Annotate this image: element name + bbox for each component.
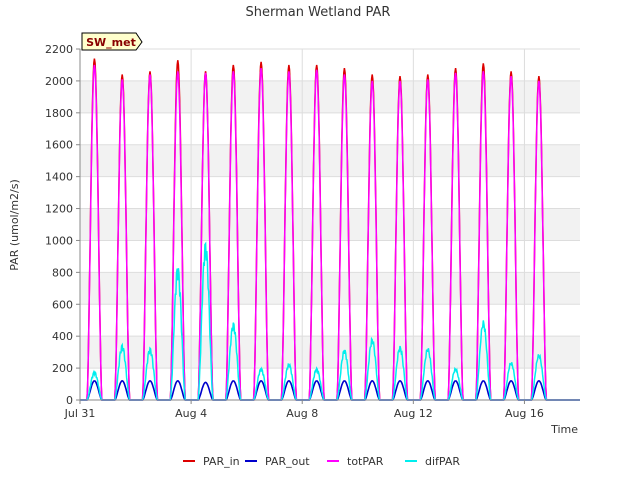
y-tick-label: 400 [52,330,73,343]
site-tag-box [81,32,143,51]
plot-band [80,80,580,113]
y-tick-label: 2000 [45,75,73,88]
legend: PAR_in PAR_out totPAR difPAR [183,455,460,468]
y-tick-label: 200 [52,362,73,375]
plot-band [80,144,580,177]
plot-background-bands [80,80,580,369]
y-tick-label: 1000 [45,234,73,247]
y-tick-label: 1400 [45,171,73,184]
y-tick-label: 0 [66,394,73,407]
x-tick-label: Aug 12 [394,407,433,420]
y-tick-label: 1600 [45,139,73,152]
legend-label-totPAR: totPAR [347,455,384,468]
legend-label-difPAR: difPAR [425,455,460,468]
site-tag: SW_met [81,32,143,51]
legend-label-PAR_out: PAR_out [265,455,310,468]
chart-title: Sherman Wetland PAR [246,5,391,20]
x-tick-label: Aug 16 [505,407,544,420]
axes [79,49,580,401]
x-tick-label: Jul 31 [64,407,96,420]
x-tick-label: Aug 4 [175,407,207,420]
y-tick-label: 800 [52,266,73,279]
plot-band [80,208,580,241]
site-tag-label: SW_met [86,36,136,49]
x-axis-label: Time [550,423,578,436]
grid-lines [79,48,580,401]
y-axis-label: PAR (umol/m2/s) [8,179,21,271]
x-axis-ticks: Jul 31 Aug 4 Aug 8 Aug 12 Aug 16 [64,400,544,420]
y-tick-label: 1800 [45,107,73,120]
plot-band [80,336,580,369]
y-axis-ticks: 0 200 400 600 800 1000 1200 1400 1600 1800 2000 220… [45,43,80,407]
y-tick-label: 2200 [45,43,73,56]
legend-label-PAR_in: PAR_in [203,455,240,468]
x-tick-label: Aug 8 [286,407,318,420]
y-tick-label: 600 [52,298,73,311]
plot-band [80,272,580,305]
y-tick-label: 1200 [45,203,73,216]
